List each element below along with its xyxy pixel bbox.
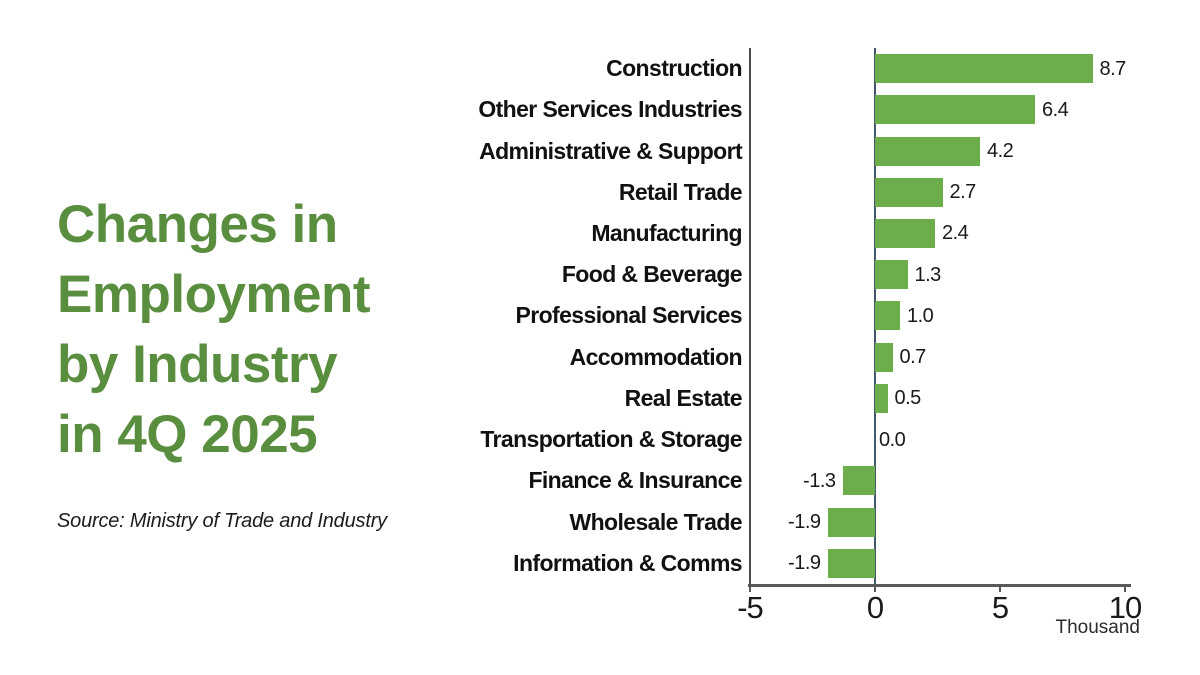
row-plot: -1.9	[750, 501, 1140, 542]
row-plot: 1.3	[750, 254, 1140, 295]
bar-value-label: -1.9	[788, 552, 821, 575]
x-axis-line	[748, 584, 1131, 587]
row-plot: -1.3	[750, 460, 1140, 501]
chart-row: Other Services Industries 6.4	[440, 89, 1140, 130]
bar-value-label: 1.0	[907, 304, 934, 327]
row-plot: 6.4	[750, 89, 1140, 130]
category-label: Manufacturing	[591, 219, 742, 246]
category-label: Food & Beverage	[561, 261, 743, 288]
bar	[842, 466, 875, 496]
bar	[827, 507, 875, 537]
bar	[875, 54, 1093, 84]
category-label: Transportation & Storage	[480, 426, 742, 453]
bar	[875, 342, 893, 372]
y-axis-spine	[749, 48, 751, 584]
category-label: Construction	[606, 55, 743, 82]
title-line-3: by Industry	[57, 335, 338, 394]
chart-row: Professional Services 1.0	[440, 295, 1140, 336]
bar	[875, 383, 888, 413]
bar	[875, 218, 935, 248]
chart-row: Food & Beverage 1.3	[440, 254, 1140, 295]
chart-row: Manufacturing 2.4	[440, 213, 1140, 254]
bar-value-label: 2.4	[942, 222, 969, 245]
row-plot: 1.0	[750, 295, 1140, 336]
bar-value-label: 1.3	[914, 263, 942, 286]
chart-row: Retail Trade 2.7	[440, 172, 1140, 213]
page-title: Changes in Employment by Industry in 4Q …	[57, 190, 427, 470]
bar	[875, 95, 1035, 125]
category-label: Accommodation	[569, 343, 743, 370]
title-line-2: Employment	[57, 265, 371, 324]
source-note: Source: Ministry of Trade and Industry	[57, 510, 387, 532]
bar	[827, 548, 875, 578]
chart-row: Transportation & Storage 0.0	[440, 419, 1140, 460]
bar-value-label: 0.5	[894, 387, 922, 410]
x-axis-tick-label: 10	[1108, 590, 1142, 625]
bar-value-label: 2.7	[949, 181, 977, 204]
category-label: Other Services Industries	[478, 96, 742, 123]
bar-value-label: 0.0	[879, 428, 906, 451]
bar	[875, 301, 900, 331]
x-axis-tick	[999, 587, 1001, 592]
row-plot: 2.7	[750, 172, 1140, 213]
bar-value-label: 4.2	[987, 140, 1014, 163]
chart-rows: Construction 8.7 Other Services Industries…	[440, 48, 1140, 584]
category-label: Retail Trade	[618, 178, 743, 205]
left-panel: Changes in Employment by Industry in 4Q …	[57, 190, 427, 533]
row-plot: 0.5	[750, 378, 1140, 419]
axis-unit-label: Thousand	[1055, 617, 1140, 638]
bar-value-label: -1.3	[803, 469, 836, 492]
bar-value-label: 0.7	[899, 346, 927, 369]
chart-row: Finance & Insurance -1.3	[440, 460, 1140, 501]
row-plot: -1.9	[750, 543, 1140, 584]
bar-value-label: -1.9	[788, 511, 821, 534]
title-line-4: in 4Q 2025	[57, 405, 318, 464]
category-label: Administrative & Support	[479, 137, 743, 164]
category-label: Real Estate	[624, 384, 743, 411]
bar	[875, 177, 943, 207]
x-axis-tick	[874, 587, 876, 592]
title-line-1: Changes in	[57, 195, 338, 254]
chart-row: Information & Comms -1.9	[440, 543, 1140, 584]
x-axis-tick-label: 0	[866, 590, 884, 625]
chart-row: Accommodation 0.7	[440, 337, 1140, 378]
row-plot: 2.4	[750, 213, 1140, 254]
row-plot: 0.0	[750, 419, 1140, 460]
x-axis-tick	[749, 587, 751, 592]
chart-row: Administrative & Support 4.2	[440, 130, 1140, 171]
category-label: Professional Services	[515, 302, 743, 329]
row-plot: 0.7	[750, 337, 1140, 378]
row-plot: 4.2	[750, 130, 1140, 171]
bar-value-label: 8.7	[1099, 57, 1127, 80]
category-label: Information & Comms	[513, 549, 742, 576]
category-label: Wholesale Trade	[569, 508, 742, 535]
x-axis-tick-label: 5	[991, 590, 1009, 625]
x-axis-tick-label: -5	[737, 590, 764, 625]
bar	[875, 136, 980, 166]
category-label: Finance & Insurance	[528, 467, 742, 494]
chart-row: Wholesale Trade -1.9	[440, 501, 1140, 542]
bar-value-label: 6.4	[1042, 98, 1069, 121]
chart-row: Real Estate 0.5	[440, 378, 1140, 419]
chart-row: Construction 8.7	[440, 48, 1140, 89]
bar	[875, 260, 908, 290]
row-plot: 8.7	[750, 48, 1140, 89]
x-axis-tick	[1124, 587, 1126, 592]
employment-bar-chart: Construction 8.7 Other Services Industries…	[440, 48, 1200, 658]
